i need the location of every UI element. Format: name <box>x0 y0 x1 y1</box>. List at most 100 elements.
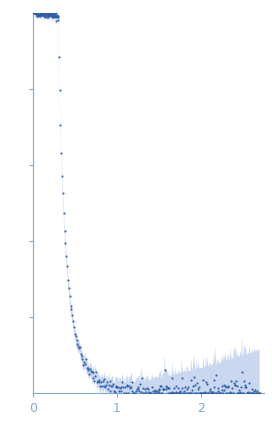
Point <box>91 368 96 375</box>
Point <box>176 385 181 392</box>
Point <box>161 386 165 393</box>
Point <box>107 381 111 388</box>
Point <box>79 352 84 359</box>
Point <box>51 10 55 17</box>
Point <box>33 8 38 15</box>
Point <box>197 389 202 396</box>
Point <box>56 17 60 24</box>
Point <box>63 239 68 246</box>
Point <box>82 359 86 366</box>
Point <box>80 355 85 362</box>
Point <box>76 343 81 350</box>
Point <box>172 389 177 396</box>
Point <box>207 386 212 393</box>
Point <box>240 389 245 396</box>
Point <box>41 12 46 19</box>
Point <box>81 362 85 369</box>
Point <box>226 384 231 391</box>
Point <box>135 385 139 392</box>
Point <box>205 389 209 396</box>
Point <box>95 378 99 385</box>
Point <box>226 383 230 390</box>
Point <box>115 383 119 390</box>
Point <box>222 382 226 388</box>
Point <box>73 331 77 338</box>
Point <box>139 389 143 396</box>
Point <box>232 379 236 386</box>
Point <box>194 389 198 396</box>
Point <box>35 13 39 20</box>
Point <box>91 374 95 381</box>
Point <box>135 386 140 393</box>
Point <box>50 13 54 20</box>
Point <box>130 388 135 395</box>
Point <box>256 389 261 396</box>
Point <box>168 389 172 396</box>
Point <box>93 372 97 379</box>
Point <box>188 389 193 396</box>
Point <box>116 383 120 390</box>
Point <box>159 389 164 396</box>
Point <box>34 9 38 16</box>
Point <box>174 388 178 395</box>
Point <box>61 190 65 197</box>
Point <box>97 379 101 386</box>
Point <box>169 389 173 396</box>
Point <box>208 388 212 395</box>
Point <box>113 382 118 389</box>
Point <box>197 384 201 391</box>
Point <box>230 385 234 392</box>
Point <box>102 375 107 382</box>
Point <box>215 385 220 392</box>
Point <box>42 9 46 16</box>
Point <box>154 389 158 396</box>
Point <box>38 12 42 19</box>
Point <box>244 383 248 390</box>
Point <box>222 387 227 394</box>
Point <box>175 389 180 396</box>
Point <box>112 388 116 395</box>
Point <box>108 388 113 395</box>
Point <box>157 386 161 393</box>
Point <box>33 7 37 14</box>
Point <box>177 389 181 396</box>
Point <box>52 10 56 17</box>
Point <box>67 293 72 300</box>
Point <box>45 12 50 19</box>
Point <box>57 54 61 61</box>
Point <box>64 253 69 260</box>
Point <box>48 10 52 17</box>
Point <box>174 382 178 389</box>
Point <box>153 386 157 393</box>
Point <box>37 12 41 19</box>
Point <box>164 382 168 389</box>
Point <box>89 368 94 375</box>
Point <box>229 389 233 396</box>
Point <box>48 10 52 17</box>
Point <box>55 13 60 20</box>
Point <box>155 388 159 395</box>
Point <box>233 382 237 389</box>
Point <box>117 387 121 394</box>
Point <box>246 389 250 396</box>
Point <box>32 10 36 17</box>
Point <box>129 383 133 390</box>
Point <box>44 11 48 18</box>
Point <box>137 387 141 394</box>
Point <box>75 341 79 348</box>
Point <box>59 149 63 156</box>
Point <box>165 383 169 390</box>
Point <box>126 389 130 396</box>
Point <box>56 14 60 21</box>
Point <box>32 10 37 17</box>
Point <box>32 7 36 14</box>
Point <box>158 382 162 389</box>
Point <box>73 333 78 340</box>
Point <box>186 389 191 396</box>
Point <box>52 11 57 18</box>
Point <box>50 10 54 17</box>
Point <box>238 388 242 395</box>
Point <box>98 383 103 390</box>
Point <box>94 368 98 375</box>
Point <box>44 10 48 17</box>
